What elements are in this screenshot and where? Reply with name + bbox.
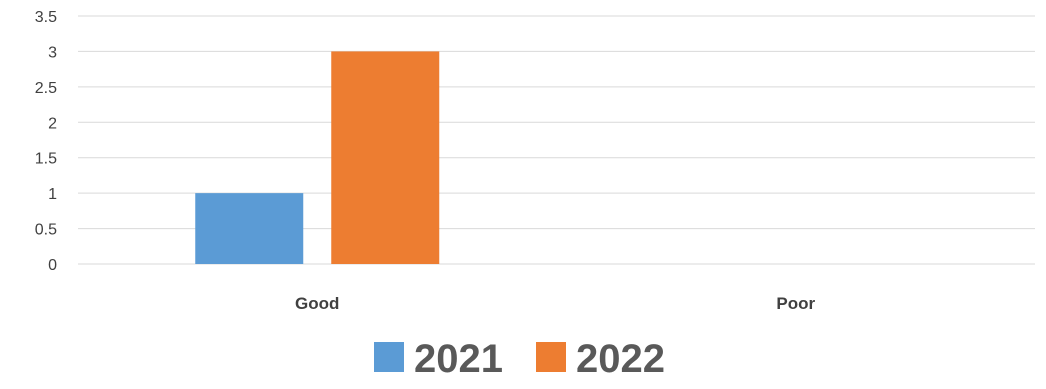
- y-tick-label: 3.5: [35, 9, 57, 26]
- y-tick-label: 0: [48, 257, 57, 274]
- y-tick-label: 1: [48, 186, 57, 203]
- bar-2021-good: [195, 193, 304, 264]
- x-category-label: Poor: [776, 294, 815, 313]
- bars: [195, 51, 440, 264]
- legend-swatch-2022: [536, 342, 566, 372]
- y-axis-ticks: 0 0.5 1 1.5 2 2.5 3 3.5: [35, 9, 57, 274]
- x-category-label: Good: [295, 294, 339, 313]
- bar-2022-good: [331, 51, 440, 264]
- legend-label: 2022: [576, 337, 665, 381]
- y-tick-label: 1.5: [35, 151, 57, 168]
- y-tick-label: 3: [48, 44, 57, 61]
- x-axis-categories: Good Poor: [295, 294, 815, 313]
- legend: 2021 2022: [374, 337, 665, 381]
- legend-swatch-2021: [374, 342, 404, 372]
- y-tick-label: 0.5: [35, 222, 57, 239]
- legend-label: 2021: [414, 337, 503, 381]
- y-tick-label: 2: [48, 115, 57, 132]
- y-tick-label: 2.5: [35, 80, 57, 97]
